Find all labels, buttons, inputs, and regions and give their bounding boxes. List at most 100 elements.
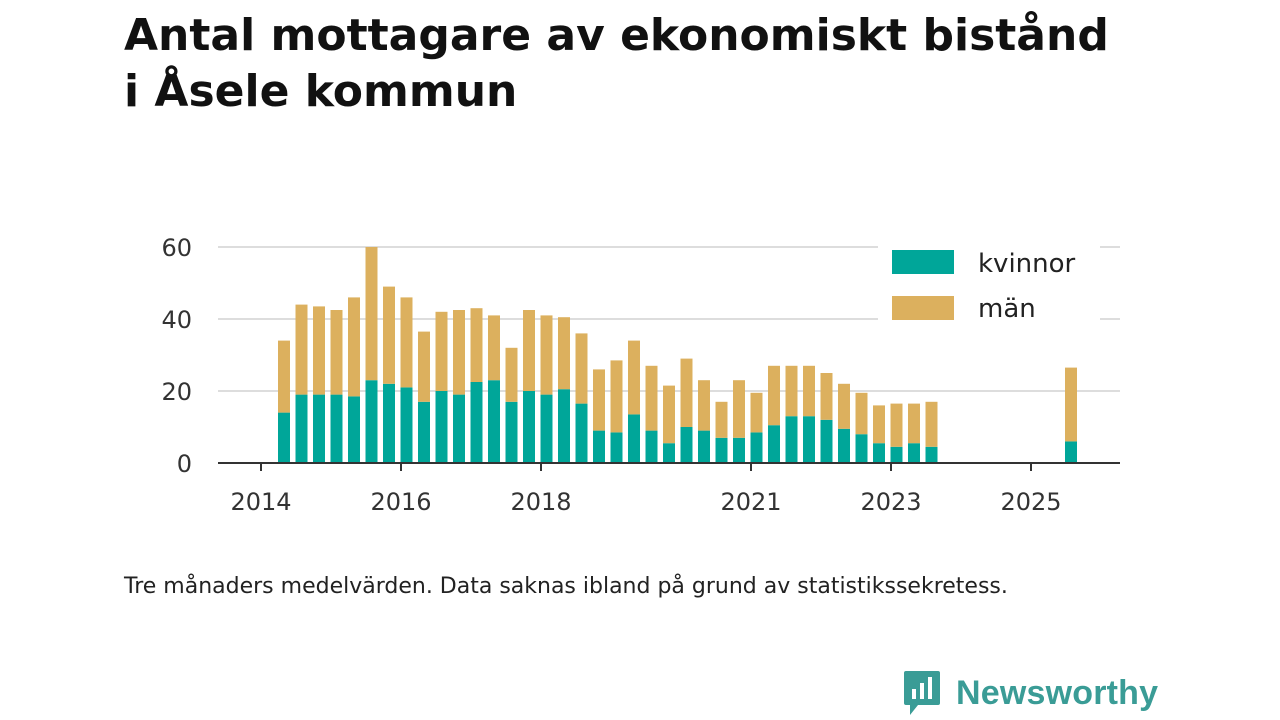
bar-man bbox=[890, 403, 903, 447]
bar-kvinnor bbox=[505, 401, 518, 463]
x-tick-label: 2016 bbox=[370, 488, 431, 516]
bar-man bbox=[610, 360, 623, 433]
bars bbox=[278, 247, 1077, 463]
bar-kvinnor bbox=[803, 416, 815, 463]
bar-man bbox=[733, 380, 745, 438]
bar-man bbox=[838, 383, 850, 429]
legend-label-kvinnor: kvinnor bbox=[978, 249, 1076, 279]
bar-man bbox=[330, 310, 343, 395]
bar-man bbox=[453, 310, 465, 395]
bar-kvinnor bbox=[680, 427, 693, 463]
chart-caption: Tre månaders medelvärden. Data saknas ib… bbox=[124, 574, 1008, 599]
y-axis: 0 20 40 60 bbox=[161, 234, 192, 478]
bar-man bbox=[278, 340, 290, 413]
bar-kvinnor bbox=[820, 419, 833, 463]
bar-kvinnor bbox=[925, 446, 938, 463]
bar-man bbox=[295, 304, 308, 395]
bar-man bbox=[348, 297, 360, 397]
bar-kvinnor bbox=[418, 401, 430, 463]
x-tick-label: 2014 bbox=[230, 488, 291, 516]
bar-kvinnor bbox=[365, 380, 378, 463]
bar-kvinnor bbox=[628, 414, 640, 463]
bar-kvinnor bbox=[715, 437, 728, 463]
x-tick-label: 2023 bbox=[860, 488, 921, 516]
bar-kvinnor bbox=[698, 430, 710, 463]
bar-kvinnor bbox=[663, 443, 675, 463]
y-tick-label: 40 bbox=[161, 306, 192, 334]
bar-man bbox=[820, 373, 833, 420]
bar-man bbox=[505, 347, 518, 402]
bar-kvinnor bbox=[330, 394, 343, 463]
bar-man bbox=[628, 340, 640, 415]
bar-man bbox=[908, 403, 920, 444]
bar-man bbox=[435, 311, 448, 391]
bar-kvinnor bbox=[575, 403, 588, 463]
bar-kvinnor bbox=[838, 428, 850, 463]
bar-kvinnor bbox=[348, 396, 360, 463]
bar-kvinnor bbox=[908, 443, 920, 463]
bar-kvinnor bbox=[610, 432, 623, 463]
bar-man bbox=[400, 297, 413, 388]
bar-man bbox=[663, 385, 675, 444]
bar-kvinnor bbox=[540, 394, 553, 463]
bar-man bbox=[803, 365, 815, 417]
legend-swatch-kvinnor bbox=[892, 250, 954, 274]
x-tick-label: 2018 bbox=[510, 488, 571, 516]
bar-kvinnor bbox=[383, 383, 395, 463]
bar-man bbox=[768, 365, 780, 426]
bar-man bbox=[558, 317, 570, 390]
bar-man bbox=[313, 306, 325, 395]
bar-kvinnor bbox=[313, 394, 325, 463]
bar-man bbox=[855, 392, 868, 435]
x-tick-label: 2021 bbox=[720, 488, 781, 516]
bar-man bbox=[1065, 367, 1077, 442]
x-tick-label: 2025 bbox=[1000, 488, 1061, 516]
x-axis: 2014 2016 2018 2021 2023 2025 bbox=[218, 462, 1120, 516]
bar-man bbox=[523, 310, 535, 391]
newsworthy-logo-text: Newsworthy bbox=[956, 673, 1159, 712]
newsworthy-logo: Newsworthy bbox=[902, 668, 1158, 718]
legend-swatch-man bbox=[892, 296, 954, 320]
chart-title-line-1: Antal mottagare av ekonomiskt bistånd bbox=[124, 10, 1109, 61]
bar-man bbox=[593, 369, 605, 431]
bar-kvinnor bbox=[523, 391, 535, 463]
bar-kvinnor bbox=[645, 430, 658, 463]
bar-man bbox=[873, 405, 885, 444]
bar-man bbox=[365, 247, 378, 381]
bar-kvinnor bbox=[488, 380, 500, 463]
bar-kvinnor bbox=[558, 389, 570, 463]
bar-kvinnor bbox=[470, 382, 483, 463]
bar-man bbox=[698, 380, 710, 431]
legend-label-man: män bbox=[978, 294, 1036, 324]
bar-man bbox=[418, 331, 430, 402]
bar-kvinnor bbox=[593, 430, 605, 463]
bar-kvinnor bbox=[785, 416, 798, 463]
bar-man bbox=[785, 365, 798, 417]
bar-man bbox=[470, 308, 483, 382]
bar-kvinnor bbox=[278, 412, 290, 463]
bar-kvinnor bbox=[295, 394, 308, 463]
bar-man bbox=[925, 401, 938, 447]
bar-kvinnor bbox=[890, 446, 903, 463]
bar-kvinnor bbox=[750, 432, 763, 463]
bar-kvinnor bbox=[453, 394, 465, 463]
bar-kvinnor bbox=[768, 425, 780, 463]
legend: kvinnor män bbox=[878, 240, 1100, 324]
bar-man bbox=[540, 315, 553, 395]
bar-man bbox=[680, 358, 693, 427]
bar-kvinnor bbox=[1065, 441, 1077, 463]
bar-kvinnor bbox=[855, 434, 868, 463]
bar-kvinnor bbox=[435, 391, 448, 463]
bar-man bbox=[715, 401, 728, 438]
bar-kvinnor bbox=[733, 437, 745, 463]
bar-man bbox=[750, 392, 763, 433]
y-tick-label: 60 bbox=[161, 234, 192, 262]
bar-man bbox=[575, 333, 588, 404]
bar-man bbox=[488, 315, 500, 381]
y-tick-label: 20 bbox=[161, 378, 192, 406]
bar-kvinnor bbox=[400, 387, 413, 463]
bar-kvinnor bbox=[873, 443, 885, 463]
y-tick-label: 0 bbox=[177, 450, 192, 478]
bar-man bbox=[645, 365, 658, 431]
